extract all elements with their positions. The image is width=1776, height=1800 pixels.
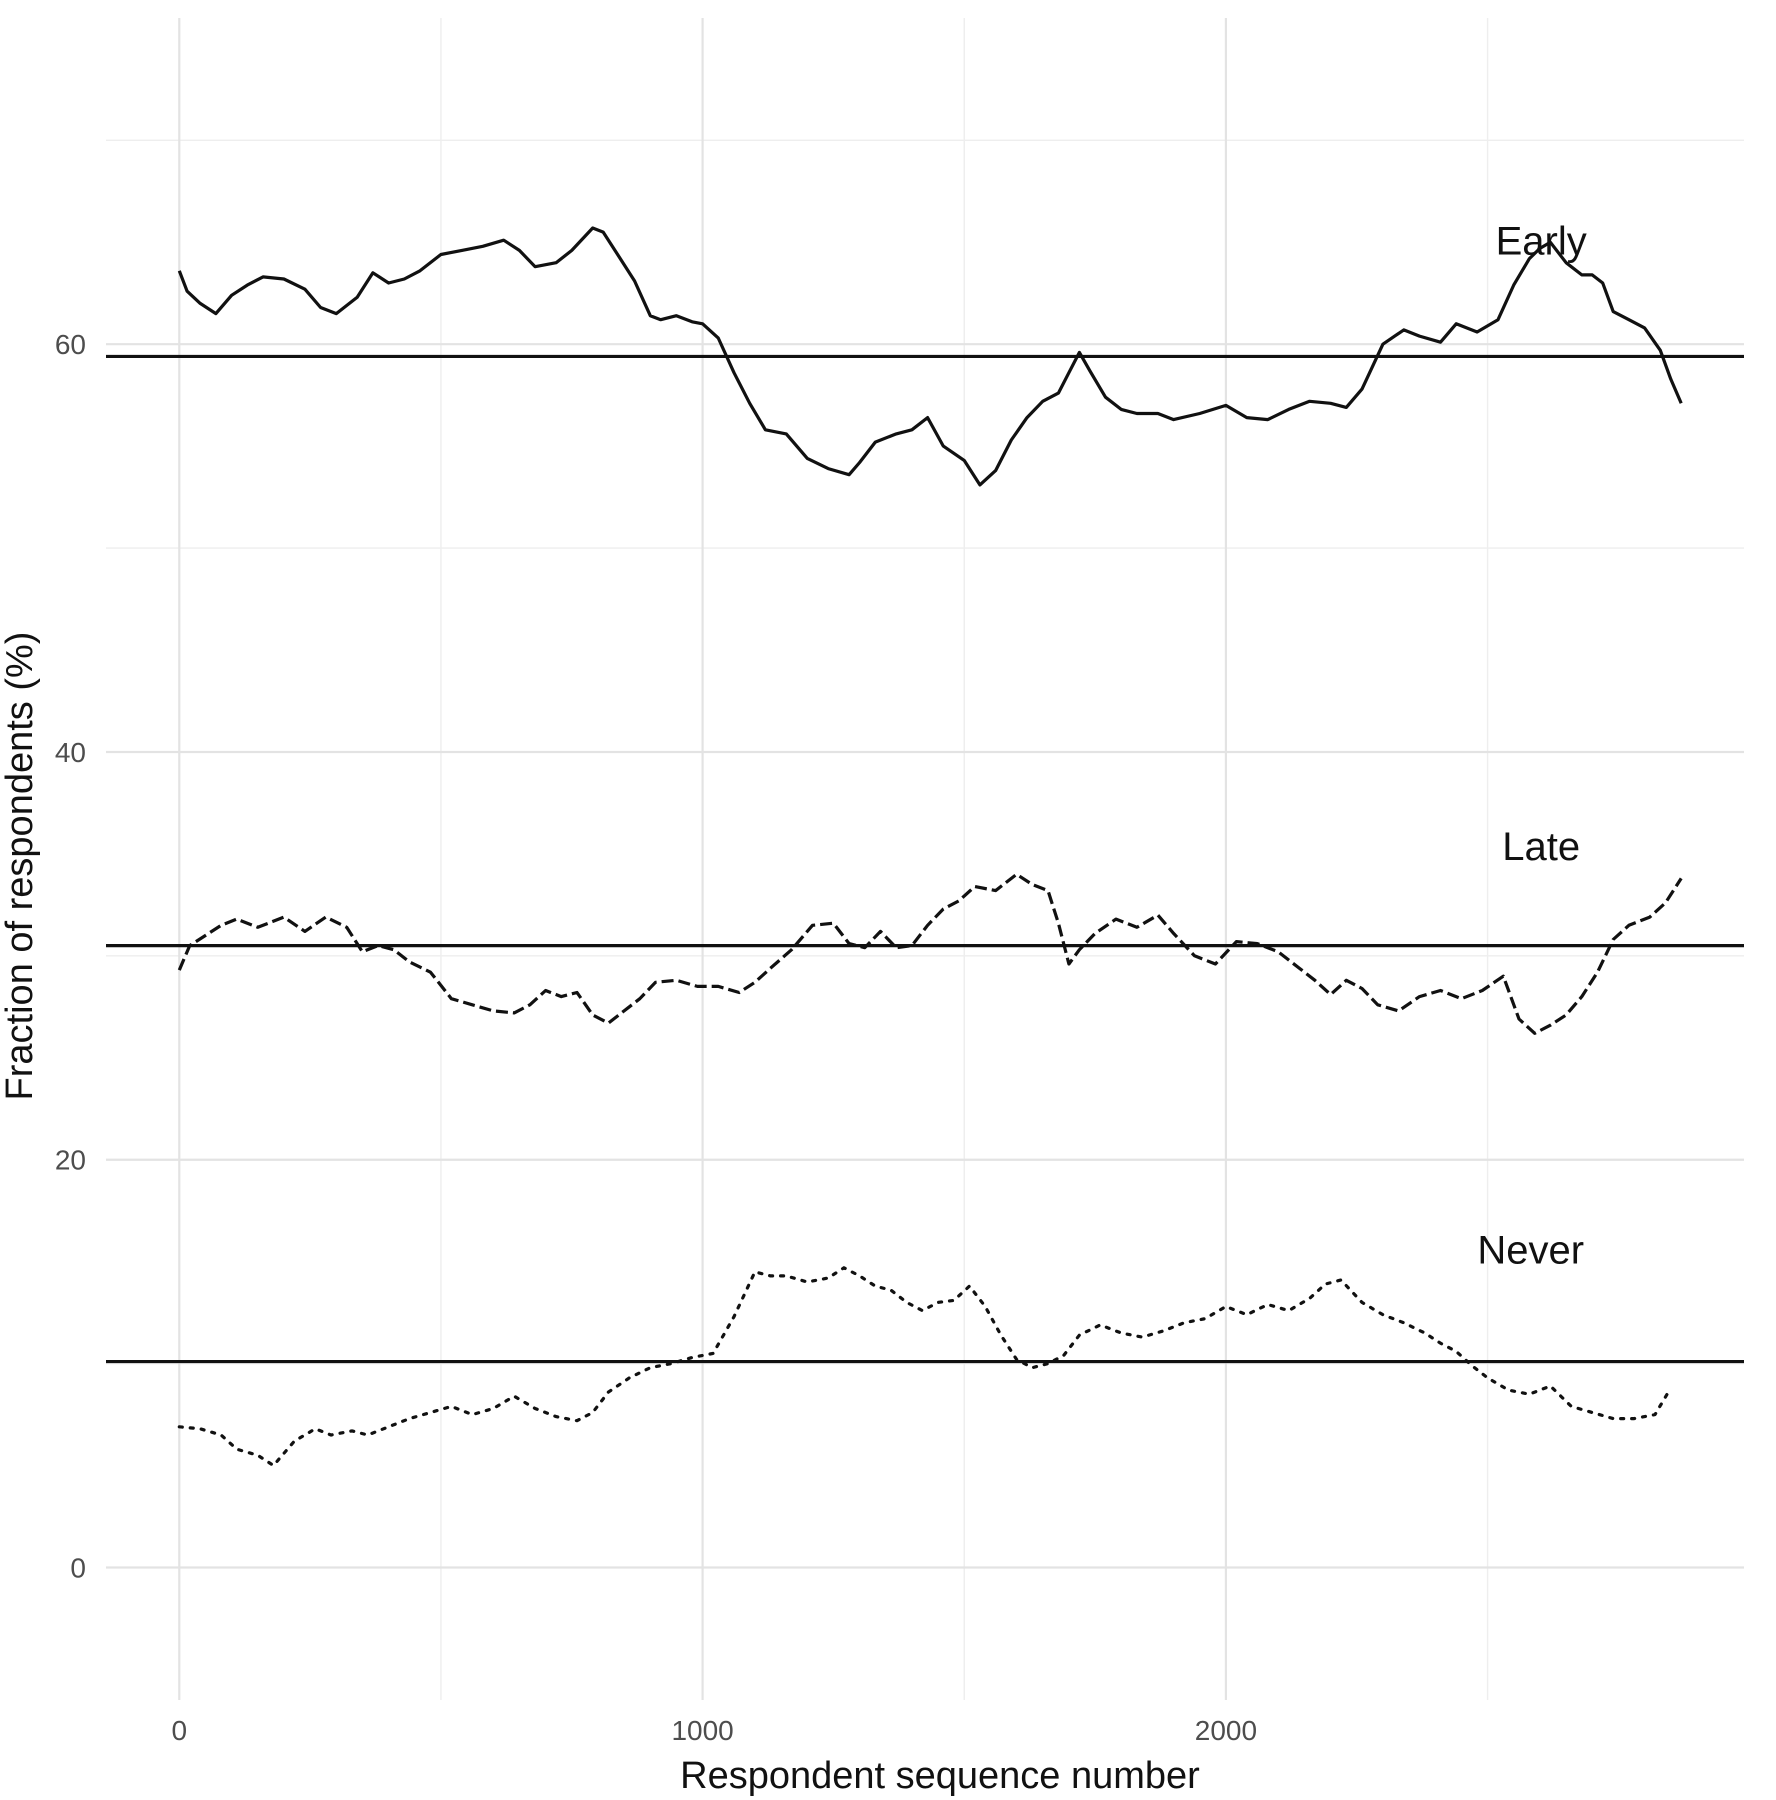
early-series-label: Early [1496,219,1587,263]
x-tick-label: 1000 [671,1715,733,1746]
series-labels: Early Late Never [1477,219,1586,1272]
x-axis-tick-labels: 0 1000 2000 [171,1715,1257,1746]
y-tick-label: 0 [70,1552,86,1583]
x-tick-label: 2000 [1195,1715,1257,1746]
late-series-line [177,872,1683,1035]
late-series-label: Late [1502,825,1580,869]
x-tick-label: 0 [171,1715,187,1746]
y-tick-label: 40 [55,737,86,768]
reference-lines [106,354,1744,1364]
series-lines [177,226,1683,1468]
early-series-line [177,226,1683,487]
y-axis-title: Fraction of respondents (%) [0,632,41,1101]
x-axis-title: Respondent sequence number [680,1755,1200,1797]
y-tick-label: 60 [55,329,86,360]
never-series-label: Never [1477,1229,1584,1273]
y-axis-tick-labels: 0 20 40 60 [55,329,86,1583]
major-gridlines [106,18,1744,1700]
never-series-line [177,1266,1673,1468]
y-tick-label: 20 [55,1145,86,1176]
minor-gridlines [106,18,1744,1700]
